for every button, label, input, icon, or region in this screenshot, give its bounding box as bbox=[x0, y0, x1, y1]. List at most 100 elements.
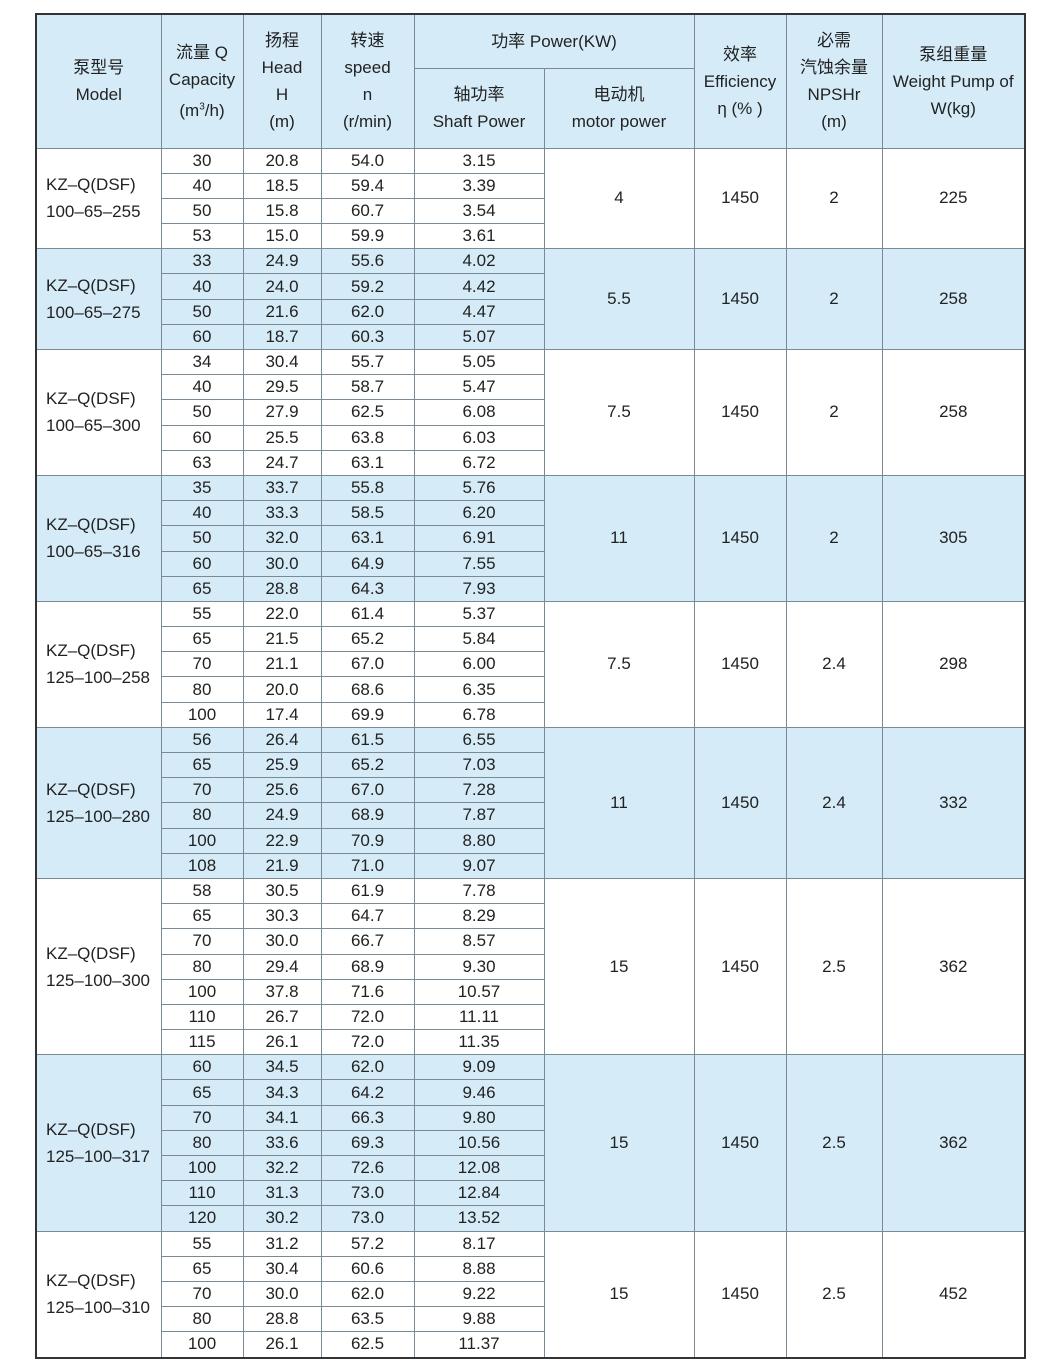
efficiency-cell: 1450 bbox=[693, 1230, 787, 1359]
head-cell: 25.5 bbox=[242, 424, 322, 451]
weight-cell: 305 bbox=[881, 474, 1026, 602]
head-cell: 37.8 bbox=[242, 978, 322, 1005]
weight-cell: 332 bbox=[881, 726, 1026, 879]
model-series: KZ–Q(DSF) bbox=[46, 1119, 136, 1139]
header-speed: 转速 speed n (r/min) bbox=[320, 13, 415, 149]
speed-cell: 73.0 bbox=[320, 1180, 415, 1207]
table-row: 80 24.9 68.9 7.87 bbox=[36, 802, 1025, 829]
capacity-cell: 50 bbox=[160, 197, 244, 225]
model-number: 100–65–275 bbox=[46, 303, 141, 323]
capacity-cell: 100 bbox=[160, 701, 244, 728]
speed-cell: 64.3 bbox=[320, 575, 415, 602]
head-cell: 15.0 bbox=[242, 223, 322, 250]
head-cell: 31.2 bbox=[242, 1230, 322, 1257]
model-number: 100–65–316 bbox=[46, 542, 141, 562]
speed-cell: 60.3 bbox=[320, 323, 415, 351]
shaft-power-cell: 7.28 bbox=[413, 777, 545, 804]
efficiency-cell: 1450 bbox=[693, 474, 787, 602]
speed-cell: 54.0 bbox=[320, 147, 415, 174]
capacity-cell: 80 bbox=[160, 1129, 244, 1157]
head-cell: 32.2 bbox=[242, 1154, 322, 1182]
model-cell: KZ–Q(DSF) 125–100–317 bbox=[35, 1054, 162, 1232]
speed-cell: 58.7 bbox=[320, 374, 415, 401]
speed-cell: 55.8 bbox=[320, 474, 415, 502]
efficiency-cell: 1450 bbox=[693, 877, 787, 1056]
head-cell: 20.8 bbox=[242, 147, 322, 174]
head-cell: 29.4 bbox=[242, 953, 322, 980]
speed-cell: 60.7 bbox=[320, 197, 415, 225]
head-cell: 17.4 bbox=[242, 701, 322, 728]
table-row: 108 21.9 71.0 9.07 bbox=[36, 852, 1025, 879]
table-row: 40 29.5 58.7 5.47 bbox=[36, 374, 1025, 401]
model-cell: KZ–Q(DSF) 125–100–310 bbox=[35, 1230, 162, 1359]
speed-cell: 67.0 bbox=[320, 651, 415, 678]
capacity-cell: 40 bbox=[160, 273, 244, 300]
speed-cell: 64.9 bbox=[320, 550, 415, 577]
shaft-power-cell: 6.20 bbox=[413, 500, 545, 527]
shaft-power-cell: 8.29 bbox=[413, 903, 545, 930]
table-row: 50 27.9 62.5 6.08 bbox=[36, 399, 1025, 426]
model-series: KZ–Q(DSF) bbox=[46, 1271, 136, 1291]
shaft-power-cell: 10.57 bbox=[413, 978, 545, 1005]
shaft-power-cell: 3.15 bbox=[413, 147, 545, 174]
weight-cell: 362 bbox=[881, 877, 1026, 1056]
speed-cell: 61.4 bbox=[320, 600, 415, 628]
capacity-cell: 40 bbox=[160, 374, 244, 401]
speed-cell: 70.9 bbox=[320, 827, 415, 854]
efficiency-cell: 1450 bbox=[693, 349, 787, 476]
speed-cell: 59.9 bbox=[320, 223, 415, 250]
weight-cell: 258 bbox=[881, 349, 1026, 476]
npshr-cell: 2.5 bbox=[785, 1230, 883, 1359]
shaft-power-cell: 9.46 bbox=[413, 1079, 545, 1106]
capacity-cell: 65 bbox=[160, 903, 244, 930]
table-row: 70 21.1 67.0 6.00 bbox=[36, 651, 1025, 678]
capacity-cell: 70 bbox=[160, 928, 244, 955]
head-cell: 21.5 bbox=[242, 626, 322, 653]
header-npshr: 必需 汽蚀余量 NPSHr (m) bbox=[785, 13, 883, 149]
weight-cell: 298 bbox=[881, 600, 1026, 728]
shaft-power-cell: 5.47 bbox=[413, 374, 545, 401]
speed-cell: 63.1 bbox=[320, 525, 415, 552]
capacity-cell: 40 bbox=[160, 172, 244, 199]
npshr-cell: 2.4 bbox=[785, 600, 883, 728]
head-cell: 20.0 bbox=[242, 676, 322, 703]
capacity-cell: 50 bbox=[160, 298, 244, 325]
table-row: 110 26.7 72.0 11.11 bbox=[36, 1003, 1025, 1031]
speed-cell: 71.6 bbox=[320, 978, 415, 1005]
header-model: 泵型号 Model bbox=[35, 13, 162, 149]
table-row: 65 21.5 65.2 5.84 bbox=[36, 626, 1025, 653]
motor-power-cell: 7.5 bbox=[543, 349, 695, 476]
shaft-power-cell: 5.76 bbox=[413, 474, 545, 502]
capacity-cell: 100 bbox=[160, 1331, 244, 1358]
shaft-power-cell: 6.35 bbox=[413, 676, 545, 703]
header-weight: 泵组重量 Weight Pump of W(kg) bbox=[881, 13, 1026, 149]
head-cell: 30.0 bbox=[242, 928, 322, 955]
model-cell: KZ–Q(DSF) 125–100–258 bbox=[35, 600, 162, 728]
head-cell: 26.1 bbox=[242, 1331, 322, 1358]
shaft-power-cell: 8.57 bbox=[413, 928, 545, 955]
capacity-cell: 80 bbox=[160, 953, 244, 980]
model-series: KZ–Q(DSF) bbox=[46, 515, 136, 535]
table-row: 53 15.0 59.9 3.61 bbox=[36, 223, 1025, 250]
speed-cell: 60.6 bbox=[320, 1255, 415, 1282]
speed-cell: 59.2 bbox=[320, 273, 415, 300]
head-cell: 24.9 bbox=[242, 248, 322, 275]
head-cell: 28.8 bbox=[242, 575, 322, 602]
speed-cell: 55.6 bbox=[320, 248, 415, 275]
capacity-cell: 40 bbox=[160, 500, 244, 527]
shaft-power-cell: 7.03 bbox=[413, 751, 545, 779]
table-row: 65 30.3 64.7 8.29 bbox=[36, 903, 1025, 930]
head-cell: 26.7 bbox=[242, 1003, 322, 1031]
motor-power-cell: 15 bbox=[543, 1054, 695, 1232]
model-cell: KZ–Q(DSF) 125–100–300 bbox=[35, 877, 162, 1056]
npshr-cell: 2 bbox=[785, 474, 883, 602]
capacity-cell: 30 bbox=[160, 147, 244, 174]
head-cell: 22.9 bbox=[242, 827, 322, 854]
shaft-power-cell: 10.56 bbox=[413, 1129, 545, 1157]
shaft-power-cell: 3.39 bbox=[413, 172, 545, 199]
speed-cell: 63.5 bbox=[320, 1306, 415, 1333]
head-cell: 25.9 bbox=[242, 751, 322, 779]
table-row: 100 22.9 70.9 8.80 bbox=[36, 827, 1025, 854]
capacity-cell: 50 bbox=[160, 525, 244, 552]
capacity-cell: 58 bbox=[160, 877, 244, 905]
